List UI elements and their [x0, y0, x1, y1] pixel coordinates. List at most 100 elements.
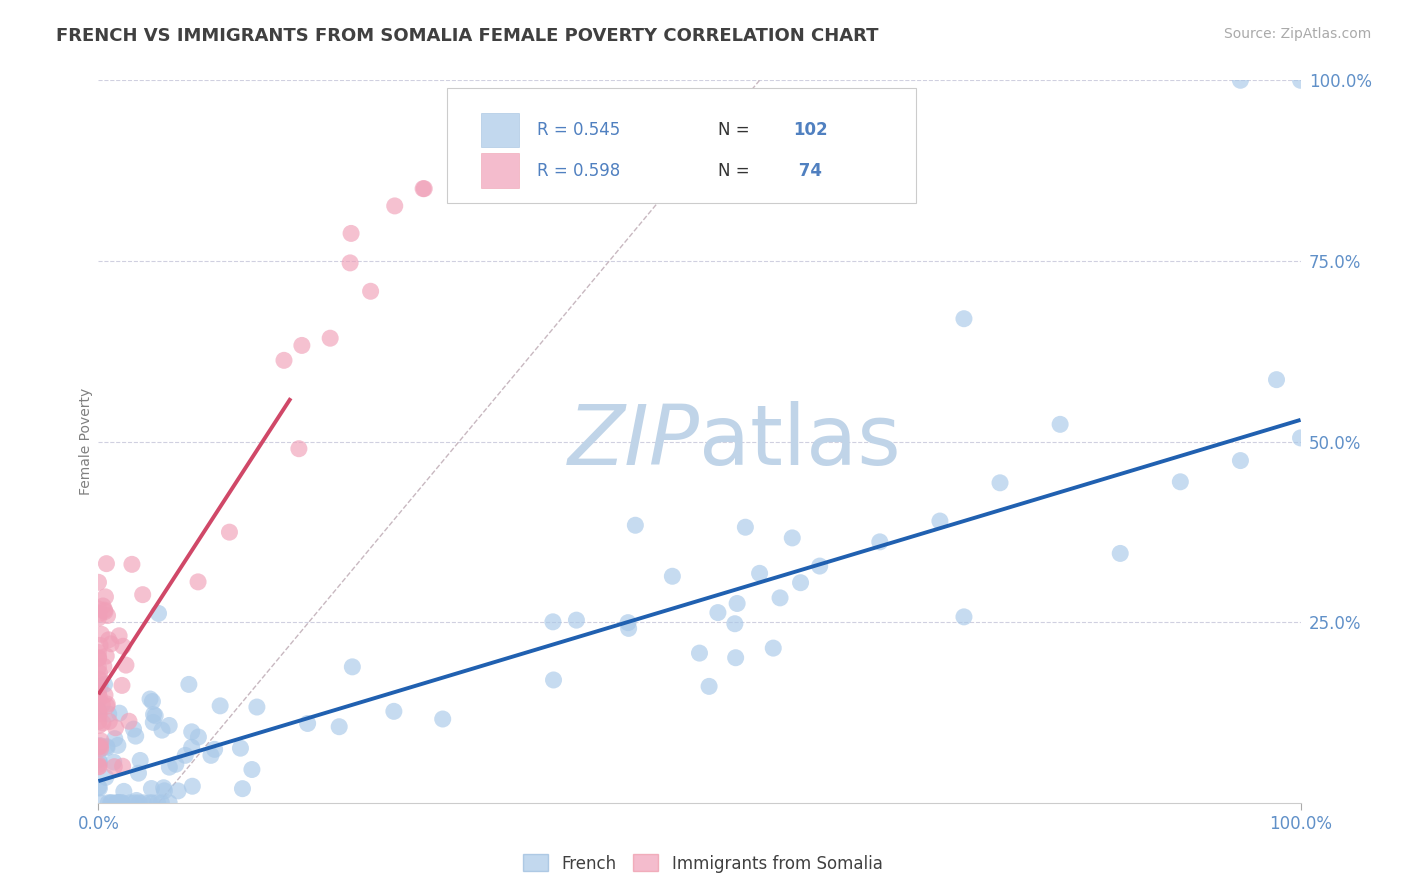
Point — [1289, 73, 1312, 87]
Point — [100, 796, 122, 810]
Point — [707, 606, 730, 620]
Text: FRENCH VS IMMIGRANTS FROM SOMALIA FEMALE POVERTY CORRELATION CHART: FRENCH VS IMMIGRANTS FROM SOMALIA FEMALE… — [56, 27, 879, 45]
Point — [96, 557, 118, 571]
Point — [89, 739, 111, 753]
Point — [988, 475, 1011, 490]
Point — [87, 602, 110, 616]
Point — [808, 559, 831, 574]
Point — [87, 740, 110, 755]
Point — [111, 796, 134, 810]
Point — [104, 731, 127, 746]
Point — [138, 796, 160, 810]
Point — [87, 714, 110, 729]
Point — [96, 697, 118, 711]
Point — [89, 739, 111, 754]
Point — [187, 730, 209, 744]
Point — [246, 700, 269, 714]
Text: N =: N = — [717, 121, 755, 139]
Point — [167, 784, 190, 798]
Point — [89, 796, 111, 810]
Point — [273, 353, 295, 368]
Point — [97, 632, 120, 647]
Point — [128, 796, 150, 810]
Point — [103, 760, 125, 774]
Point — [89, 666, 111, 681]
Point — [87, 739, 110, 754]
Point — [94, 771, 117, 785]
Point — [129, 754, 152, 768]
Point — [209, 698, 232, 713]
Point — [93, 659, 115, 673]
Point — [96, 608, 118, 623]
Point — [617, 615, 640, 630]
Point — [748, 566, 770, 581]
Point — [111, 759, 134, 773]
Point — [132, 796, 155, 810]
Point — [103, 755, 125, 769]
Point — [87, 686, 110, 700]
Point — [177, 677, 200, 691]
Point — [1170, 475, 1192, 489]
Point — [150, 723, 173, 738]
Point — [157, 760, 180, 774]
Point — [697, 679, 720, 693]
Point — [1049, 417, 1071, 432]
Point — [87, 705, 110, 719]
Point — [181, 779, 204, 793]
Point — [1109, 546, 1132, 560]
Point — [142, 715, 165, 730]
Point — [108, 706, 131, 721]
Point — [87, 706, 110, 720]
Point — [432, 712, 454, 726]
Text: R = 0.598: R = 0.598 — [537, 161, 620, 179]
Point — [141, 796, 163, 810]
Point — [94, 605, 117, 619]
Text: 102: 102 — [793, 121, 828, 139]
FancyBboxPatch shape — [481, 112, 519, 147]
Point — [328, 720, 350, 734]
Point — [96, 649, 118, 664]
Point — [953, 311, 976, 326]
Point — [165, 757, 187, 772]
Point — [110, 796, 132, 810]
Point — [152, 780, 174, 795]
Point — [87, 650, 110, 665]
Point — [89, 639, 111, 653]
Point — [725, 597, 748, 611]
Y-axis label: Female Poverty: Female Poverty — [79, 388, 93, 495]
Point — [87, 673, 110, 687]
Point — [90, 627, 112, 641]
Point — [231, 781, 253, 796]
Point — [180, 724, 202, 739]
Point — [382, 704, 405, 718]
Point — [340, 227, 363, 241]
Point — [108, 629, 131, 643]
Point — [122, 722, 145, 736]
Point — [141, 781, 163, 796]
Point — [124, 796, 146, 810]
Point — [100, 637, 122, 651]
Point — [661, 569, 683, 583]
FancyBboxPatch shape — [481, 153, 519, 188]
Point — [953, 610, 976, 624]
Point — [125, 729, 148, 743]
Point — [218, 525, 240, 540]
Point — [107, 796, 129, 810]
Point — [93, 677, 115, 691]
Point — [1229, 73, 1251, 87]
Point — [90, 673, 112, 687]
Point — [1265, 373, 1288, 387]
Point — [87, 660, 110, 674]
Point — [96, 740, 118, 755]
Point — [789, 575, 811, 590]
Point — [143, 708, 166, 723]
Point — [204, 742, 226, 756]
Point — [541, 615, 564, 629]
Point — [492, 182, 515, 196]
Point — [87, 753, 110, 767]
Point — [89, 679, 111, 693]
Point — [141, 694, 163, 708]
Point — [127, 766, 149, 780]
Point — [624, 518, 647, 533]
Point — [412, 182, 434, 196]
